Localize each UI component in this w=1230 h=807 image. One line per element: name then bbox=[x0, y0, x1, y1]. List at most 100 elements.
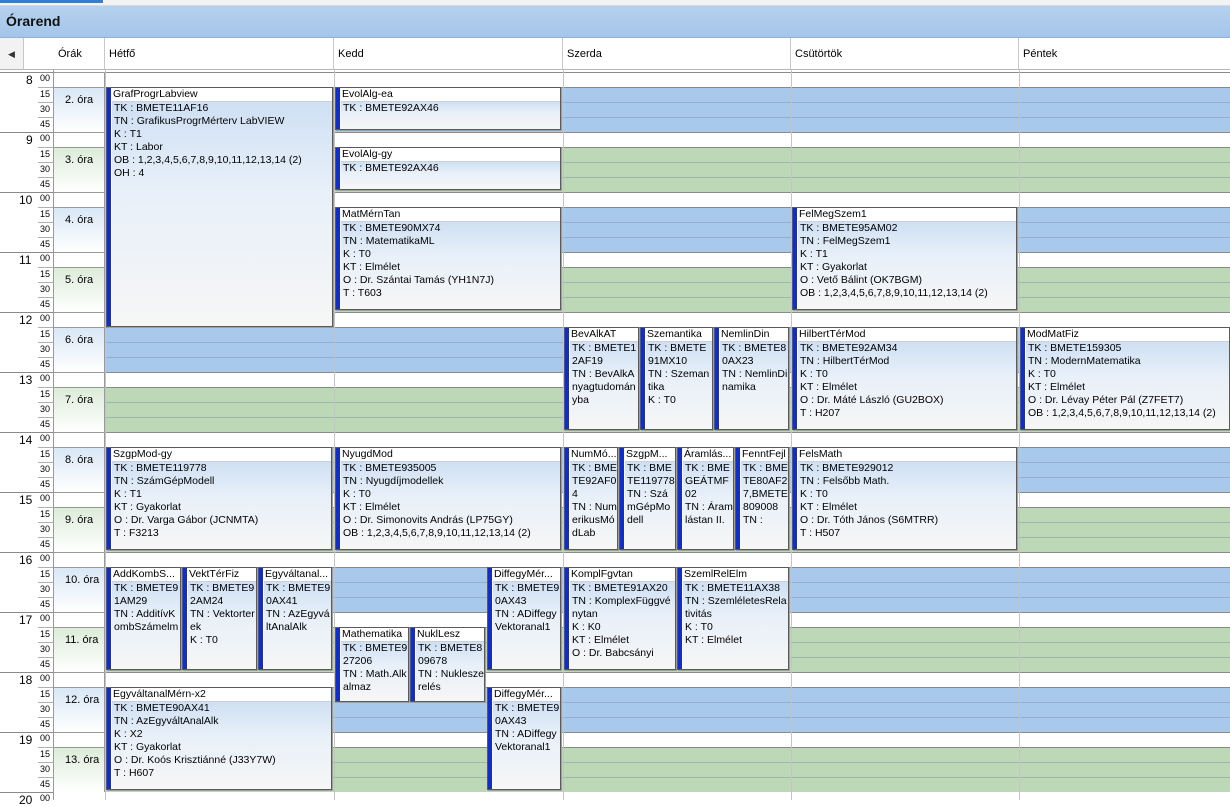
minute-label: 15 bbox=[40, 389, 51, 399]
event-title: FelsMath bbox=[798, 448, 1016, 462]
header-orak[interactable]: Órák bbox=[54, 38, 105, 70]
left-arrow-icon: ◀ bbox=[8, 49, 15, 59]
cell-band[interactable] bbox=[105, 327, 334, 372]
cell-band[interactable] bbox=[563, 747, 791, 792]
event-diffegy1[interactable]: DiffegyMér... TK : BMETE90AX43 TN : ADiffe… bbox=[487, 567, 561, 670]
event-line: K : K0 bbox=[572, 621, 601, 633]
cell-band[interactable] bbox=[334, 387, 563, 432]
event-egyvaltanalmern[interactable]: EgyváltanalMérn-x2 TK : BMETE90AX41 TN : A… bbox=[106, 687, 332, 790]
event-nemlindin[interactable]: NemlinDin TK : BMETE80AX23 TN : NemlinDina… bbox=[714, 327, 789, 430]
event-line: TN : NemlinDinamika bbox=[722, 368, 788, 393]
event-line: TK : BMETE119778 bbox=[114, 462, 207, 474]
cell-band[interactable] bbox=[1019, 87, 1230, 132]
event-line: TK : BMETE11AF16 bbox=[114, 102, 209, 114]
cell-band[interactable] bbox=[791, 687, 1019, 732]
event-hilberttermod[interactable]: HilbertTérMod TK : BMETE92AM34 TN : Hilber… bbox=[792, 327, 1017, 430]
event-title: NumMó... bbox=[570, 448, 617, 462]
event-komplfgv[interactable]: KomplFgvtan TK : BMETE91AX20 TN : KomplexF… bbox=[564, 567, 676, 670]
minute-label: 15 bbox=[40, 149, 51, 159]
event-addkomb[interactable]: AddKombS... TK : BMETE91AM29 TN : AdditívK… bbox=[106, 567, 181, 670]
event-title: DiffegyMér... bbox=[493, 568, 560, 582]
hour-white-row bbox=[105, 672, 1230, 687]
event-line: T : F3213 bbox=[114, 527, 159, 539]
event-fenntfejl[interactable]: FenntFejl TK : BMETE80AF27,BMETE809008 TN … bbox=[735, 447, 789, 550]
header-day-thursday[interactable]: Csütörtök bbox=[791, 38, 1019, 70]
event-szemlrelelm[interactable]: SzemlRelElm TK : BMETE11AX38 TN : Szemléle… bbox=[677, 567, 789, 670]
event-aramlas[interactable]: Áramlás... TK : BMEGEÁTMF02 TN : Áramlásta… bbox=[677, 447, 734, 550]
event-nummod[interactable]: NumMó... TK : BMETE92AF04 TN : NumerikusMó… bbox=[564, 447, 618, 550]
event-title: AddKombS... bbox=[112, 568, 180, 582]
minute-label: 45 bbox=[40, 239, 51, 249]
event-modmatfiz[interactable]: ModMatFiz TK : BMETE159305 TN : ModernMate… bbox=[1020, 327, 1230, 430]
header-day-wednesday[interactable]: Szerda bbox=[563, 38, 791, 70]
cell-band[interactable] bbox=[563, 207, 791, 252]
minute-label: 00 bbox=[40, 73, 51, 83]
cell-band[interactable] bbox=[1019, 687, 1230, 732]
cell-band[interactable] bbox=[563, 87, 791, 132]
event-line: O : Dr. Babcsányi bbox=[572, 647, 654, 659]
event-color-bar bbox=[715, 328, 719, 429]
event-matmerntan[interactable]: MatMérnTan TK : BMETE90MX74 TN : Matematik… bbox=[335, 207, 561, 310]
event-mathematika[interactable]: Mathematika TK : BMETE927206 TN : Math.Alk… bbox=[335, 627, 409, 702]
event-body: TK : BMETE92AF04 TN : NumerikusMódLab bbox=[570, 462, 617, 549]
event-egyvaltanal[interactable]: Egyváltanal... TK : BMETE90AX41 TN : AzEgy… bbox=[258, 567, 332, 670]
minute-label: 15 bbox=[40, 209, 51, 219]
cell-band[interactable] bbox=[791, 87, 1019, 132]
cell-band[interactable] bbox=[334, 327, 563, 372]
event-szgpm[interactable]: SzgpM... TK : BMETE119778 TN : SzámGépMode… bbox=[619, 447, 676, 550]
event-line: TN : MatematikaML bbox=[343, 235, 435, 247]
cell-band[interactable] bbox=[791, 147, 1019, 192]
period-label: 2. óra bbox=[54, 87, 105, 132]
event-nyugdmod[interactable]: NyugdMod TK : BMETE935005 TN : Nyugdíjmode… bbox=[335, 447, 561, 550]
scroll-left-button[interactable]: ◀ bbox=[0, 38, 24, 70]
event-line: K : T0 bbox=[343, 488, 371, 500]
event-line: TK : BMETE929012 bbox=[800, 462, 894, 474]
event-color-bar bbox=[488, 568, 492, 669]
minute-tick bbox=[38, 717, 54, 718]
cell-band[interactable] bbox=[1019, 267, 1230, 312]
event-evolalg-gy[interactable]: EvolAlg-gy TK : BMETE92AX46 bbox=[335, 147, 561, 190]
cell-band[interactable] bbox=[1019, 627, 1230, 672]
cell-band[interactable] bbox=[791, 627, 1019, 672]
event-diffegy2[interactable]: DiffegyMér... TK : BMETE90AX43 TN : ADiffe… bbox=[487, 687, 561, 790]
event-color-bar bbox=[336, 448, 340, 549]
event-vekttérfiz[interactable]: VektTérFiz TK : BMETE92AM24 TN : Vektorter… bbox=[182, 567, 257, 670]
header-day-tuesday[interactable]: Kedd bbox=[334, 38, 563, 70]
event-line: TK : BMETE159305 bbox=[1028, 342, 1122, 354]
event-line: TN : BevAlkAnyagtudományba bbox=[572, 368, 636, 406]
event-color-bar bbox=[259, 568, 263, 669]
cell-band[interactable] bbox=[105, 387, 334, 432]
hour-line bbox=[0, 312, 54, 313]
event-evolalg-ea[interactable]: EvolAlg-ea TK : BMETE92AX46 bbox=[335, 87, 561, 130]
header-day-monday[interactable]: Hétfő bbox=[105, 38, 334, 70]
minute-label: 45 bbox=[40, 119, 51, 129]
header-day-friday[interactable]: Péntek bbox=[1019, 38, 1230, 70]
minute-tick bbox=[38, 537, 54, 538]
hour-line bbox=[0, 192, 54, 193]
cell-band[interactable] bbox=[563, 267, 791, 312]
event-nukllesz[interactable]: NuklLesz TK : BMETE809678 TN : Nukleszerel… bbox=[410, 627, 485, 702]
cell-band[interactable] bbox=[1019, 567, 1230, 612]
event-felmegszem[interactable]: FelMegSzem1 TK : BMETE95AM02 TN : FelMegSz… bbox=[792, 207, 1017, 310]
event-line: TN : bbox=[743, 514, 763, 526]
event-szemantika[interactable]: Szemantika TK : BMETE91MX10 TN : Szemantik… bbox=[640, 327, 713, 430]
cell-band[interactable] bbox=[1019, 747, 1230, 792]
event-line: TK : BMETE90AX41 bbox=[266, 582, 331, 607]
period-gap bbox=[54, 72, 105, 87]
event-line: K : T0 bbox=[800, 368, 828, 380]
cell-band[interactable] bbox=[1019, 507, 1230, 552]
event-line: TN : Vektorterek bbox=[190, 608, 255, 633]
cell-band[interactable] bbox=[791, 567, 1019, 612]
cell-band[interactable] bbox=[1019, 147, 1230, 192]
event-color-bar bbox=[107, 568, 111, 669]
event-grafprogr[interactable]: GrafProgrLabview TK : BMETE11AF16 TN : Gra… bbox=[106, 87, 333, 327]
cell-band[interactable] bbox=[563, 687, 791, 732]
event-bevalkat[interactable]: BevAlkAT TK : BMETE12AF19 TN : BevAlkAnyag… bbox=[564, 327, 639, 430]
cell-band[interactable] bbox=[1019, 207, 1230, 252]
cell-band[interactable] bbox=[563, 147, 791, 192]
event-felsmath[interactable]: FelsMath TK : BMETE929012 TN : Felsőbb Mat… bbox=[792, 447, 1017, 550]
cell-band[interactable] bbox=[1019, 447, 1230, 492]
minute-label: 45 bbox=[40, 479, 51, 489]
cell-band[interactable] bbox=[791, 747, 1019, 792]
event-szgpmod-gy[interactable]: SzgpMod-gy TK : BMETE119778 TN : SzámGépMo… bbox=[106, 447, 332, 550]
